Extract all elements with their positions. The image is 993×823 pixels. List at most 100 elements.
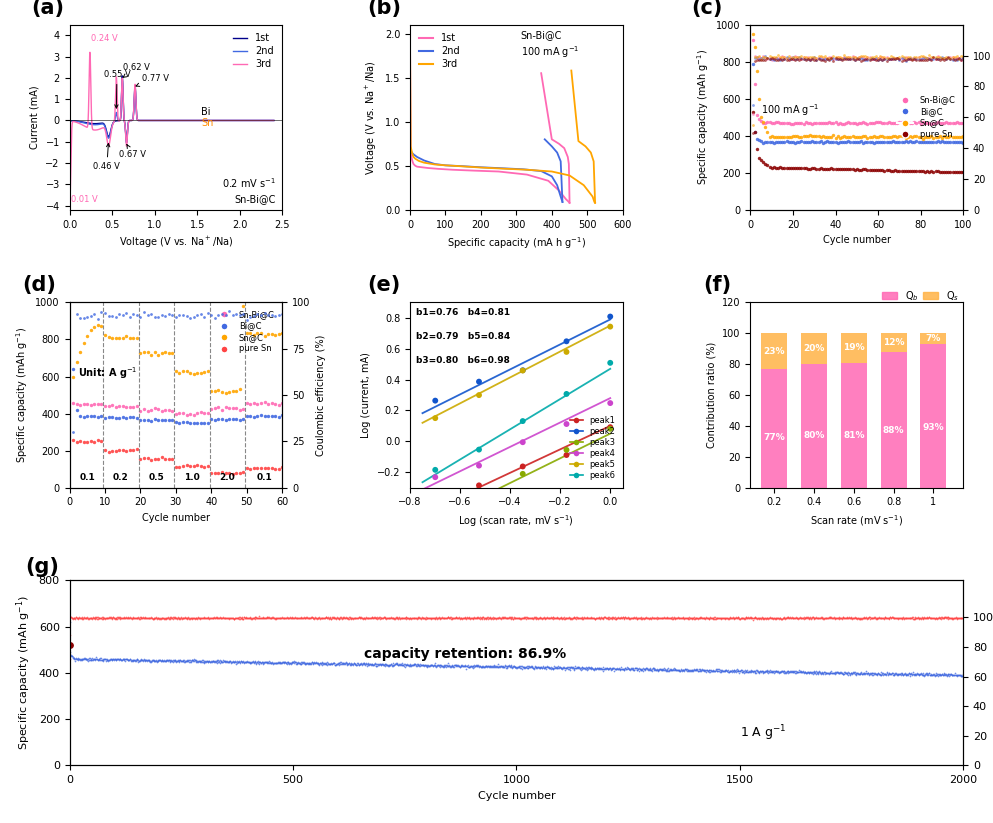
- Point: [653, 611, 669, 625]
- Point: [186, 611, 202, 624]
- Point: [196, 655, 212, 668]
- Point: [375, 611, 391, 624]
- Point: [926, 668, 942, 681]
- Point: [798, 667, 814, 680]
- Point: [372, 658, 388, 671]
- Point: [659, 611, 675, 624]
- Point: [251, 658, 267, 671]
- Point: [530, 662, 546, 675]
- Point: [751, 665, 767, 678]
- Point: [861, 667, 877, 680]
- Point: [808, 162, 824, 175]
- Point: [343, 657, 358, 670]
- Point: [195, 653, 211, 667]
- Point: [638, 611, 654, 625]
- Point: [425, 611, 441, 625]
- Point: [417, 658, 433, 672]
- Point: [169, 655, 185, 668]
- Point: [102, 653, 118, 666]
- Point: [922, 49, 937, 62]
- Point: [216, 654, 232, 667]
- Point: [785, 50, 801, 63]
- Point: [173, 653, 189, 667]
- Point: [603, 422, 619, 435]
- Point: [584, 611, 600, 625]
- Point: [640, 663, 656, 677]
- Point: [461, 660, 477, 673]
- Point: [217, 401, 233, 414]
- Point: [153, 654, 169, 667]
- Point: [292, 611, 308, 625]
- Point: [483, 611, 498, 625]
- Point: [445, 659, 461, 672]
- Point: [803, 665, 819, 678]
- Point: [691, 611, 707, 625]
- Point: [226, 655, 242, 668]
- Point: [150, 654, 166, 667]
- Point: [104, 611, 120, 625]
- Point: [556, 612, 572, 625]
- Point: [115, 309, 131, 322]
- Point: [915, 611, 930, 625]
- Point: [326, 657, 342, 670]
- 1st: [268, 115, 280, 125]
- Point: [182, 407, 198, 421]
- Point: [778, 611, 793, 625]
- Point: [678, 611, 694, 625]
- Point: [744, 611, 760, 624]
- Point: [392, 611, 408, 625]
- Point: [696, 611, 712, 625]
- Point: [64, 649, 79, 662]
- Point: [271, 328, 287, 341]
- Point: [622, 663, 638, 676]
- Point: [267, 656, 283, 669]
- Point: [798, 611, 814, 624]
- Point: [646, 611, 662, 625]
- Point: [758, 157, 774, 170]
- Point: [894, 165, 910, 178]
- Point: [88, 611, 104, 624]
- Point: [733, 663, 749, 677]
- Point: [172, 653, 188, 667]
- Point: [738, 665, 754, 678]
- Point: [845, 163, 861, 176]
- Point: [408, 611, 424, 625]
- Point: [62, 639, 77, 652]
- Point: [756, 156, 772, 169]
- Point: [85, 653, 101, 666]
- Point: [684, 612, 700, 625]
- Point: [845, 130, 861, 143]
- Point: [566, 611, 582, 625]
- Point: [127, 611, 143, 625]
- Point: [266, 611, 282, 625]
- Point: [418, 658, 434, 672]
- Point: [93, 410, 109, 423]
- Point: [571, 660, 587, 673]
- Point: [88, 652, 104, 665]
- Point: [93, 611, 109, 625]
- Point: [71, 653, 87, 666]
- Point: [467, 611, 483, 625]
- Point: [592, 611, 608, 625]
- Point: [780, 51, 796, 64]
- Point: [391, 657, 407, 670]
- Point: [183, 655, 199, 668]
- Point: [673, 662, 689, 675]
- Point: [111, 611, 127, 624]
- Point: [391, 611, 407, 624]
- Point: [747, 77, 763, 91]
- Point: [193, 654, 209, 667]
- Point: [866, 611, 882, 625]
- Point: [709, 611, 725, 624]
- Point: [924, 611, 940, 625]
- Point: [121, 611, 137, 625]
- Point: [641, 612, 657, 625]
- Point: [405, 658, 421, 671]
- Point: [736, 666, 752, 679]
- Point: [160, 653, 176, 667]
- Point: [917, 116, 932, 129]
- 1st: [142, 115, 154, 125]
- Point: [933, 669, 949, 682]
- Point: [529, 611, 545, 625]
- Point: [718, 663, 734, 677]
